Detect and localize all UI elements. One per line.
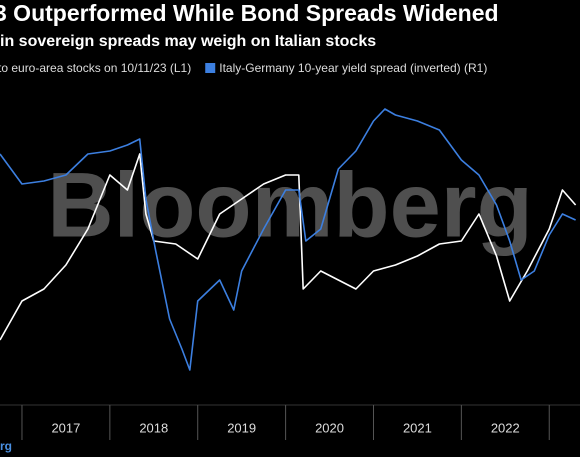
watermark: Bloomberg [47,154,533,256]
source: rg [0,439,12,453]
chart-subtitle: in sovereign spreads may weigh on Italia… [0,33,376,50]
chart-title: 3 Outperformed While Bond Spreads Widene… [0,0,499,26]
x-tick-label: 2018 [139,420,168,435]
series-line [0,153,577,341]
legend-label: Italy-Germany 10-year yield spread (inve… [219,61,487,75]
legend-label: to euro-area stocks on 10/11/23 (L1) [0,61,191,75]
x-tick-label: 2017 [51,420,80,435]
x-tick-label: 2019 [227,420,256,435]
x-tick-label: 2021 [403,420,432,435]
x-tick-label: 2020 [315,420,344,435]
legend-swatch [205,63,216,73]
series-line [0,108,576,371]
x-tick-label: 2022 [491,420,520,435]
